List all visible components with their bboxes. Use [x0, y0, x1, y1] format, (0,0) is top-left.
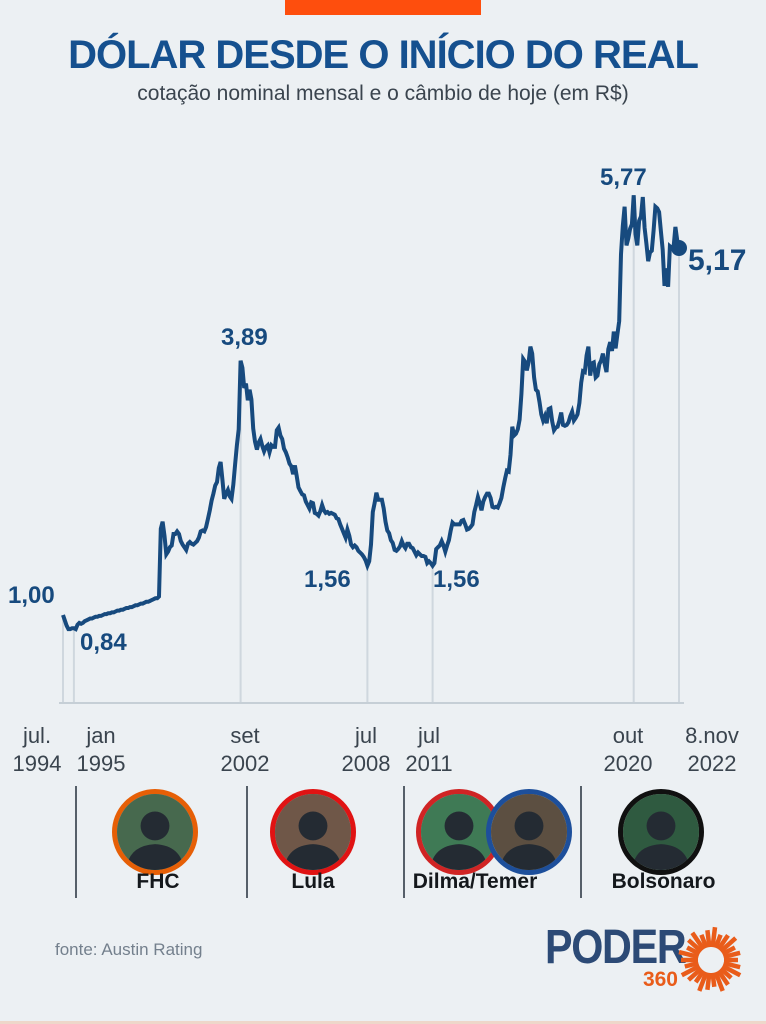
president-label-bolsonaro: Bolsonaro	[611, 870, 716, 893]
page-title: DÓLAR DESDE O INÍCIO DO REAL	[68, 33, 699, 77]
x-axis-tick: jul 2011	[405, 723, 453, 776]
sunburst-ray	[713, 971, 725, 992]
person-silhouette-icon	[275, 794, 351, 870]
president-photo-bolsonaro	[618, 789, 704, 875]
person-silhouette-icon	[623, 794, 699, 870]
sunburst-ray	[716, 969, 730, 986]
value-annotation: 5,77	[600, 164, 647, 191]
logo-sunburst-icon	[678, 926, 742, 992]
sunburst-ray	[678, 949, 699, 960]
sunburst-ray	[713, 933, 723, 949]
sunburst-ray	[680, 964, 701, 978]
sunburst-ray	[721, 964, 742, 978]
x-axis-tick: jan 1995	[76, 723, 126, 776]
president-photo-dilma	[416, 789, 502, 875]
poder360-logo: PODER 360	[545, 918, 760, 1010]
person-silhouette-icon	[491, 794, 567, 870]
value-annotation: 0,84	[80, 629, 127, 656]
timeline-divider	[246, 786, 248, 898]
sunburst-ray	[687, 966, 703, 982]
x-axis-tick: set 2002	[220, 723, 270, 776]
sunburst-ray	[710, 972, 717, 988]
value-annotation: 3,89	[221, 324, 268, 351]
president-photo-lula	[270, 789, 356, 875]
latest-value-dot	[671, 240, 687, 256]
sunburst-ray	[697, 971, 709, 992]
logo-text-360: 360	[642, 968, 678, 991]
bottom-accent-strip	[0, 1021, 766, 1024]
sunburst-ray	[716, 934, 730, 951]
sunburst-ray	[686, 945, 701, 956]
sunburst-ray	[687, 938, 703, 954]
logo-text-poder: PODER	[545, 921, 687, 974]
sunburst-ray	[719, 936, 738, 954]
president-label-dilma-temer: Dilma/Temer	[412, 870, 538, 893]
sunburst-ray	[693, 969, 706, 984]
x-axis-tick: out 2020	[603, 723, 653, 776]
sunburst-ray	[723, 950, 741, 960]
person-silhouette-icon	[117, 794, 193, 870]
sunburst-ray	[719, 966, 733, 980]
value-annotation: 1,56	[433, 566, 480, 593]
page-subtitle: cotação nominal mensal e o câmbio de hoj…	[137, 82, 629, 105]
exchange-rate-line	[61, 195, 681, 632]
x-axis-tick: 8.nov 2022	[685, 723, 739, 776]
sunburst-ray	[684, 960, 699, 969]
president-photo-temer	[486, 789, 572, 875]
sunburst-ray	[690, 931, 706, 951]
value-annotation: 1,00	[8, 582, 55, 609]
value-annotation: 5,17	[688, 244, 747, 277]
timeline-divider	[403, 786, 405, 898]
sunburst-ray	[721, 945, 736, 956]
president-label-lula: Lula	[291, 870, 335, 893]
president-photo-fhc	[112, 789, 198, 875]
person-silhouette-icon	[421, 794, 497, 870]
sunburst-ray	[710, 926, 718, 948]
x-axis-tick: jul 2008	[341, 723, 391, 776]
x-axis-tick: jul. 1994	[12, 723, 62, 776]
sunburst-ray	[705, 929, 712, 948]
sunburst-ray	[705, 972, 712, 991]
value-annotation: 1,56	[304, 566, 351, 593]
sunburst-ray	[699, 933, 709, 949]
top-accent-bar	[285, 0, 481, 15]
president-label-fhc: FHC	[136, 870, 180, 893]
sunburst-ray	[723, 960, 741, 970]
timeline-divider	[580, 786, 582, 898]
timeline-divider	[75, 786, 77, 898]
source-note: fonte: Austin Rating	[55, 940, 203, 959]
